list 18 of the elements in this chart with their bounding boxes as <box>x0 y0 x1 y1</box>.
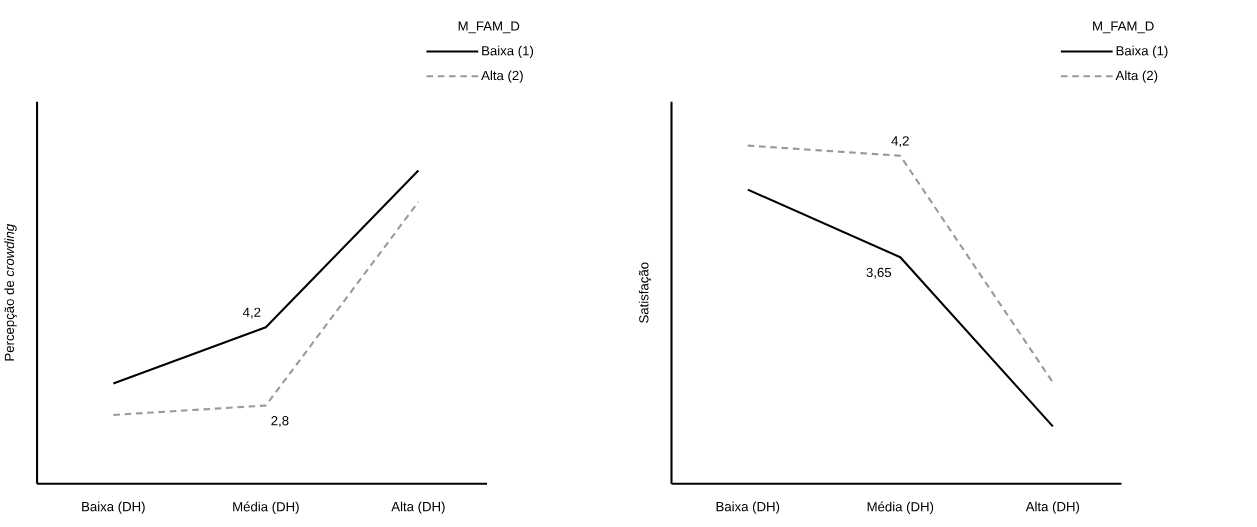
x-tick-label: Alta (DH) <box>391 501 445 514</box>
annotation: 4,2 <box>891 136 909 148</box>
x-tick-label: Baixa (DH) <box>82 501 145 514</box>
y-axis-title: Satisfação <box>638 262 652 323</box>
x-tick-label: Baixa (DH) <box>716 501 780 514</box>
y-axis-title: Percepção de crowding <box>4 223 17 361</box>
x-tick-label: Alta (DH) <box>1025 501 1080 514</box>
legend-label: Baixa (1) <box>482 45 534 58</box>
annotation: 3,65 <box>866 267 892 279</box>
annotation: 2,8 <box>271 415 289 427</box>
x-tick-label: Média (DH) <box>867 501 934 514</box>
annotation: 4,2 <box>242 307 261 319</box>
legend-label: Alta (2) <box>481 70 523 83</box>
x-tick-label: Média (DH) <box>233 501 299 514</box>
legend-label: Baixa (1) <box>1116 45 1168 58</box>
legend-title: M_FAM_D <box>1093 21 1154 34</box>
legend-label: Alta (2) <box>1115 70 1158 83</box>
legend-title: M_FAM_D <box>458 21 520 34</box>
